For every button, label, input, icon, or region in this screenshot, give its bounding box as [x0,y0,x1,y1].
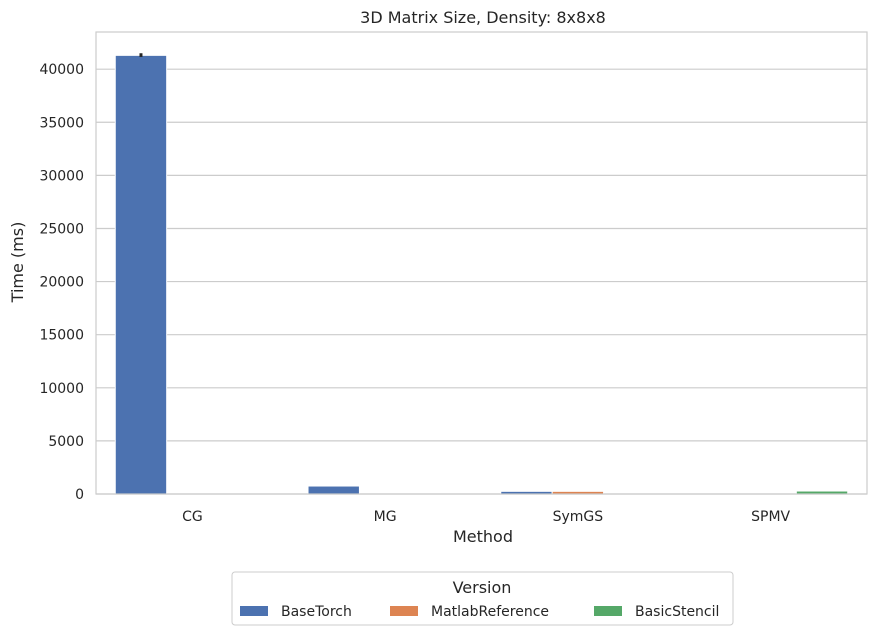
x-axis-label: Method [453,527,513,546]
x-tick-label: CG [182,509,203,525]
chart-title: 3D Matrix Size, Density: 8x8x8 [360,8,606,27]
legend-title: Version [453,578,512,597]
x-tick-label: MG [374,509,397,525]
y-tick-label: 35000 [39,115,84,131]
bars [114,53,849,495]
bar-BaseTorch-CG [114,54,168,495]
y-tick-label: 20000 [39,275,84,291]
x-tick-label: SPMV [751,509,790,525]
y-tick-label: 10000 [39,381,84,397]
x-tick-label: SymGS [553,509,604,525]
legend-label-BasicStencil: BasicStencil [635,604,719,620]
x-axis-ticks: CG MG SymGS SPMV [182,509,790,525]
y-axis-label: Time (ms) [8,222,27,304]
y-tick-label: 5000 [48,434,84,450]
legend-swatch-BaseTorch [240,606,268,616]
y-tick-label: 25000 [39,221,84,237]
legend-label-MatlabReference: MatlabReference [431,604,549,620]
y-tick-label: 0 [75,487,84,503]
y-tick-label: 30000 [39,168,84,184]
plot-frame [95,31,868,495]
bar-BaseTorch-MG [307,485,360,495]
grid-lines [96,68,867,495]
y-tick-label: 15000 [39,328,84,344]
legend-label-BaseTorch: BaseTorch [281,604,352,620]
legend-swatch-MatlabReference [390,606,418,616]
legend: Version BaseTorch MatlabReference BasicSte… [231,571,734,626]
y-axis-ticks: 0 5000 10000 15000 20000 25000 30000 35000 40000 [39,62,84,503]
legend-swatch-BasicStencil [594,606,622,616]
y-tick-label: 40000 [39,62,84,78]
